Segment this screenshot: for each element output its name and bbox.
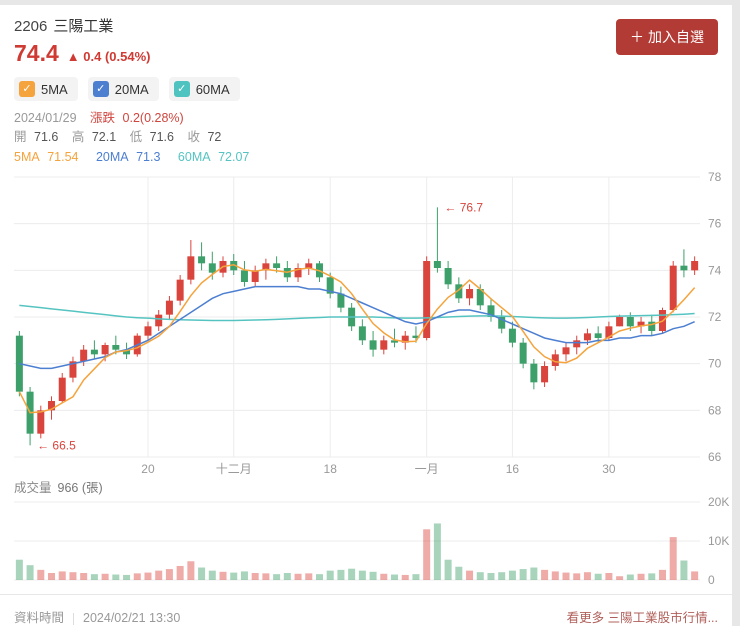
change-value: 0.2(0.28%) bbox=[122, 111, 184, 125]
svg-text:74: 74 bbox=[708, 263, 722, 277]
change-label: 漲跌 bbox=[90, 111, 116, 125]
checkbox-20ma[interactable]: ✓ bbox=[92, 81, 109, 97]
volume-header: 成交量 966 (張) bbox=[0, 475, 732, 496]
price-chart[interactable]: 20 十二月 18 一月 16 30 78 76 74 72 70 68 66 ← 76.7 ← 66.5 bbox=[0, 167, 740, 475]
svg-text:66: 66 bbox=[708, 450, 722, 464]
stock-code: 2206 bbox=[14, 18, 48, 35]
stock-name: 三陽工業 bbox=[53, 18, 114, 35]
ma60-value: 72.07 bbox=[218, 149, 250, 164]
ma-toggle-60ma-label: 60MA bbox=[195, 81, 230, 97]
svg-text:78: 78 bbox=[708, 170, 722, 184]
see-more-link[interactable]: 看更多 三陽工業股市行情... bbox=[566, 611, 718, 626]
svg-text:18: 18 bbox=[324, 462, 338, 475]
svg-text:20: 20 bbox=[141, 462, 155, 475]
current-price: 74.4 bbox=[14, 40, 59, 66]
hover-info: 2024/01/29 漲跌 0.2(0.28%) 開 71.6 高 72.1 低… bbox=[0, 103, 732, 167]
data-time-label: 資料時間 bbox=[14, 611, 65, 626]
footer-left: 資料時間 2024/02/21 13:30 bbox=[14, 607, 180, 626]
add-watchlist-button[interactable]: ＋ 加入自選 bbox=[616, 19, 718, 55]
close-label: 收 bbox=[187, 130, 200, 145]
checkbox-60ma[interactable]: ✓ bbox=[173, 81, 190, 97]
plus-icon: ＋ bbox=[630, 29, 644, 45]
high-label: 高 bbox=[71, 130, 85, 145]
price-change: 0.4 (0.54%) bbox=[83, 49, 151, 64]
stock-card: 2206 三陽工業 74.4 ▲ 0.4 (0.54%) ＋ 加入自選 ✓ 5MA… bbox=[0, 5, 732, 626]
low-label: 低 bbox=[129, 130, 143, 145]
svg-text:20K: 20K bbox=[708, 496, 729, 509]
ma-toggle-20ma[interactable]: ✓ 20MA bbox=[87, 77, 159, 101]
open-label: 開 bbox=[14, 130, 27, 145]
ma-toggle-20ma-label: 20MA bbox=[114, 81, 149, 97]
ma60-label: 60MA bbox=[177, 149, 211, 164]
up-arrow-icon: ▲ bbox=[66, 49, 80, 64]
svg-text:68: 68 bbox=[708, 403, 722, 417]
footer: 資料時間 2024/02/21 13:30 看更多 三陽工業股市行情... bbox=[0, 594, 732, 626]
hover-info-line1: 2024/01/29 漲跌 0.2(0.28%) bbox=[14, 109, 718, 128]
volume-label: 成交量 bbox=[14, 481, 52, 496]
svg-text:70: 70 bbox=[708, 357, 722, 371]
checkbox-5ma[interactable]: ✓ bbox=[19, 81, 35, 97]
ma-toggle-5ma-label: 5MA bbox=[41, 81, 68, 97]
svg-text:← 66.5: ← 66.5 bbox=[37, 438, 76, 452]
header: 2206 三陽工業 74.4 ▲ 0.4 (0.54%) ＋ 加入自選 bbox=[0, 5, 732, 67]
data-timestamp: 2024/02/21 13:30 bbox=[83, 611, 181, 626]
ma-toggle-60ma[interactable]: ✓ 60MA bbox=[168, 77, 240, 101]
close-value: 72 bbox=[207, 130, 222, 145]
ma5-value: 71.54 bbox=[47, 149, 79, 164]
footer-divider bbox=[73, 612, 75, 625]
stock-identity: 2206 三陽工業 74.4 ▲ 0.4 (0.54%) bbox=[14, 15, 150, 67]
low-value: 71.6 bbox=[149, 130, 174, 145]
hover-info-ma: 5MA 71.54 20MA 71.3 60MA 72.07 bbox=[14, 148, 718, 167]
svg-text:← 76.7: ← 76.7 bbox=[444, 200, 483, 214]
high-value: 72.1 bbox=[91, 130, 117, 145]
ma5-label: 5MA bbox=[14, 149, 40, 164]
svg-text:十二月: 十二月 bbox=[216, 462, 252, 475]
add-watchlist-label: 加入自選 bbox=[648, 29, 704, 45]
svg-text:一月: 一月 bbox=[415, 462, 439, 475]
svg-text:0: 0 bbox=[708, 573, 715, 586]
svg-text:10K: 10K bbox=[708, 534, 729, 548]
hover-date: 2024/01/29 bbox=[14, 111, 77, 125]
volume-value: 966 (張) bbox=[57, 481, 103, 496]
ma-toggle-5ma[interactable]: ✓ 5MA bbox=[14, 77, 78, 101]
volume-chart[interactable]: 0 10K 20K bbox=[0, 496, 740, 586]
open-value: 71.6 bbox=[34, 130, 59, 145]
ma20-label: 20MA bbox=[95, 149, 129, 164]
ma20-value: 71.3 bbox=[136, 149, 161, 164]
svg-text:76: 76 bbox=[708, 217, 722, 231]
svg-text:30: 30 bbox=[602, 462, 616, 475]
ma-toggle-row: ✓ 5MA ✓ 20MA ✓ 60MA bbox=[0, 67, 732, 103]
hover-info-ohlc: 開 71.6 高 72.1 低 71.6 收 72 bbox=[14, 128, 718, 147]
svg-text:72: 72 bbox=[708, 310, 722, 324]
svg-text:16: 16 bbox=[506, 462, 520, 475]
